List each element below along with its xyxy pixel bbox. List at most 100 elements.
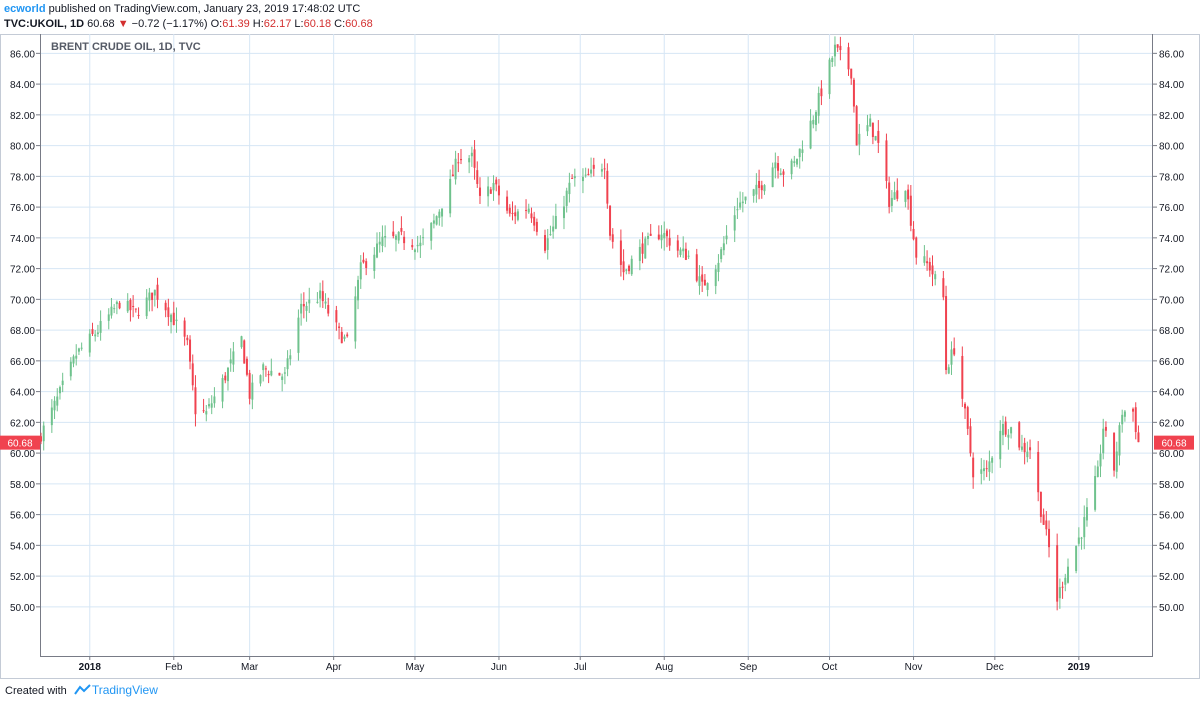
candle-body <box>183 320 186 337</box>
candle-body <box>400 228 403 232</box>
y-tick-label: 62.00 <box>1159 418 1184 429</box>
x-tick-label: Feb <box>165 662 183 673</box>
candle-body <box>148 292 151 301</box>
candle-body <box>451 174 454 177</box>
candle-body <box>338 326 341 328</box>
right-price-tag <box>1154 435 1194 450</box>
y-tick-label: 68.00 <box>1159 326 1184 337</box>
candle-body <box>1039 491 1042 517</box>
candle-body <box>890 197 893 206</box>
candle-body <box>422 237 425 239</box>
candle-body <box>909 195 912 226</box>
candle-body <box>224 375 227 381</box>
candle-body <box>58 387 61 394</box>
candle-body <box>703 279 706 286</box>
x-tick-label: Aug <box>655 662 673 673</box>
candle-body <box>327 305 330 314</box>
candle-body <box>923 256 926 263</box>
candle-body <box>170 314 173 323</box>
candle-body <box>942 278 945 298</box>
candle-body <box>40 436 42 442</box>
high-value: 62.17 <box>263 18 292 30</box>
candle-body <box>1113 432 1116 471</box>
candle-body <box>297 317 300 353</box>
candle-body <box>1132 408 1135 412</box>
candle-body <box>684 248 687 260</box>
candle-body <box>1023 442 1026 453</box>
candle-body <box>1056 545 1059 602</box>
candle-body <box>1115 451 1118 472</box>
author-name[interactable]: ecworld <box>4 3 46 15</box>
candle-body <box>877 130 880 143</box>
candle-body <box>972 457 975 478</box>
y-tick-label: 74.00 <box>10 234 35 245</box>
candle-body <box>126 300 129 312</box>
time-axis: 2018 Feb Mar Apr May Jun Jul Aug Sep Oct Nov Dec 201… <box>79 656 1090 673</box>
candle-body <box>319 290 322 299</box>
tradingview-brand[interactable]: TradingView <box>91 683 158 697</box>
candle-body <box>1018 422 1021 448</box>
left-price-axis: 88.0086.0084.0082.0080.0078.0076.0074.00… <box>10 49 40 614</box>
candle-body <box>964 403 967 409</box>
candle-body <box>874 135 877 141</box>
published-text: published on TradingView.com, January 23… <box>48 3 361 15</box>
candle-body <box>394 235 397 240</box>
y-tick-label: 82.00 <box>1159 111 1184 122</box>
candle-body <box>1094 476 1097 510</box>
candle-body <box>283 372 286 374</box>
candle-body <box>346 334 349 337</box>
candle-body <box>679 249 682 255</box>
candle-body <box>644 238 647 259</box>
x-tick-label: Dec <box>986 662 1004 673</box>
candle-body <box>232 351 235 365</box>
candle-body <box>858 133 861 145</box>
candle-body <box>449 178 452 214</box>
candle-body <box>470 152 473 157</box>
candle-body <box>871 122 874 138</box>
candle-body <box>69 361 72 377</box>
candle-body <box>354 296 357 342</box>
candle-body <box>302 304 305 307</box>
x-tick-label: Nov <box>905 662 923 673</box>
candle-body <box>736 209 739 211</box>
y-tick-label: 82.00 <box>10 111 35 122</box>
candle-body <box>1121 414 1124 425</box>
candle-body <box>172 312 175 325</box>
y-tick-label: 66.00 <box>1159 357 1184 368</box>
candle-body <box>668 237 671 246</box>
candle-body <box>264 368 267 370</box>
candle-body <box>94 334 97 337</box>
candle-body <box>590 169 593 174</box>
candle-body <box>950 349 953 365</box>
tradingview-logo-icon[interactable] <box>74 684 92 698</box>
price-chart[interactable]: 88.0086.0084.0082.0080.0078.0076.0074.00… <box>0 34 1200 680</box>
candle-body <box>714 269 717 287</box>
left-price-tag-label: 60.68 <box>7 439 32 450</box>
candle-body <box>229 359 232 364</box>
candle-body <box>213 396 216 404</box>
candle-body <box>622 261 625 273</box>
candle-body <box>359 262 362 280</box>
candle-body <box>763 185 766 192</box>
candle-body <box>606 170 609 204</box>
candle-body <box>286 358 289 370</box>
candle-body <box>915 237 918 258</box>
candle-body <box>80 347 83 349</box>
candle-body <box>782 171 785 175</box>
candle-body <box>947 367 950 374</box>
x-tick-label: Mar <box>241 662 259 673</box>
candle-body <box>852 79 855 107</box>
candle-body <box>497 185 500 196</box>
candle-body <box>1085 507 1088 521</box>
y-tick-label: 50.00 <box>10 603 35 614</box>
candle-body <box>1099 453 1102 467</box>
candle-body <box>419 242 422 247</box>
candle-body <box>836 44 839 48</box>
candle-body <box>687 255 690 257</box>
candle-body <box>186 337 189 341</box>
y-tick-label: 52.00 <box>10 572 35 583</box>
candle-body <box>1104 426 1107 431</box>
candle-body <box>869 118 872 127</box>
candle-body <box>733 215 736 231</box>
y-tick-label: 60.00 <box>1159 449 1184 460</box>
